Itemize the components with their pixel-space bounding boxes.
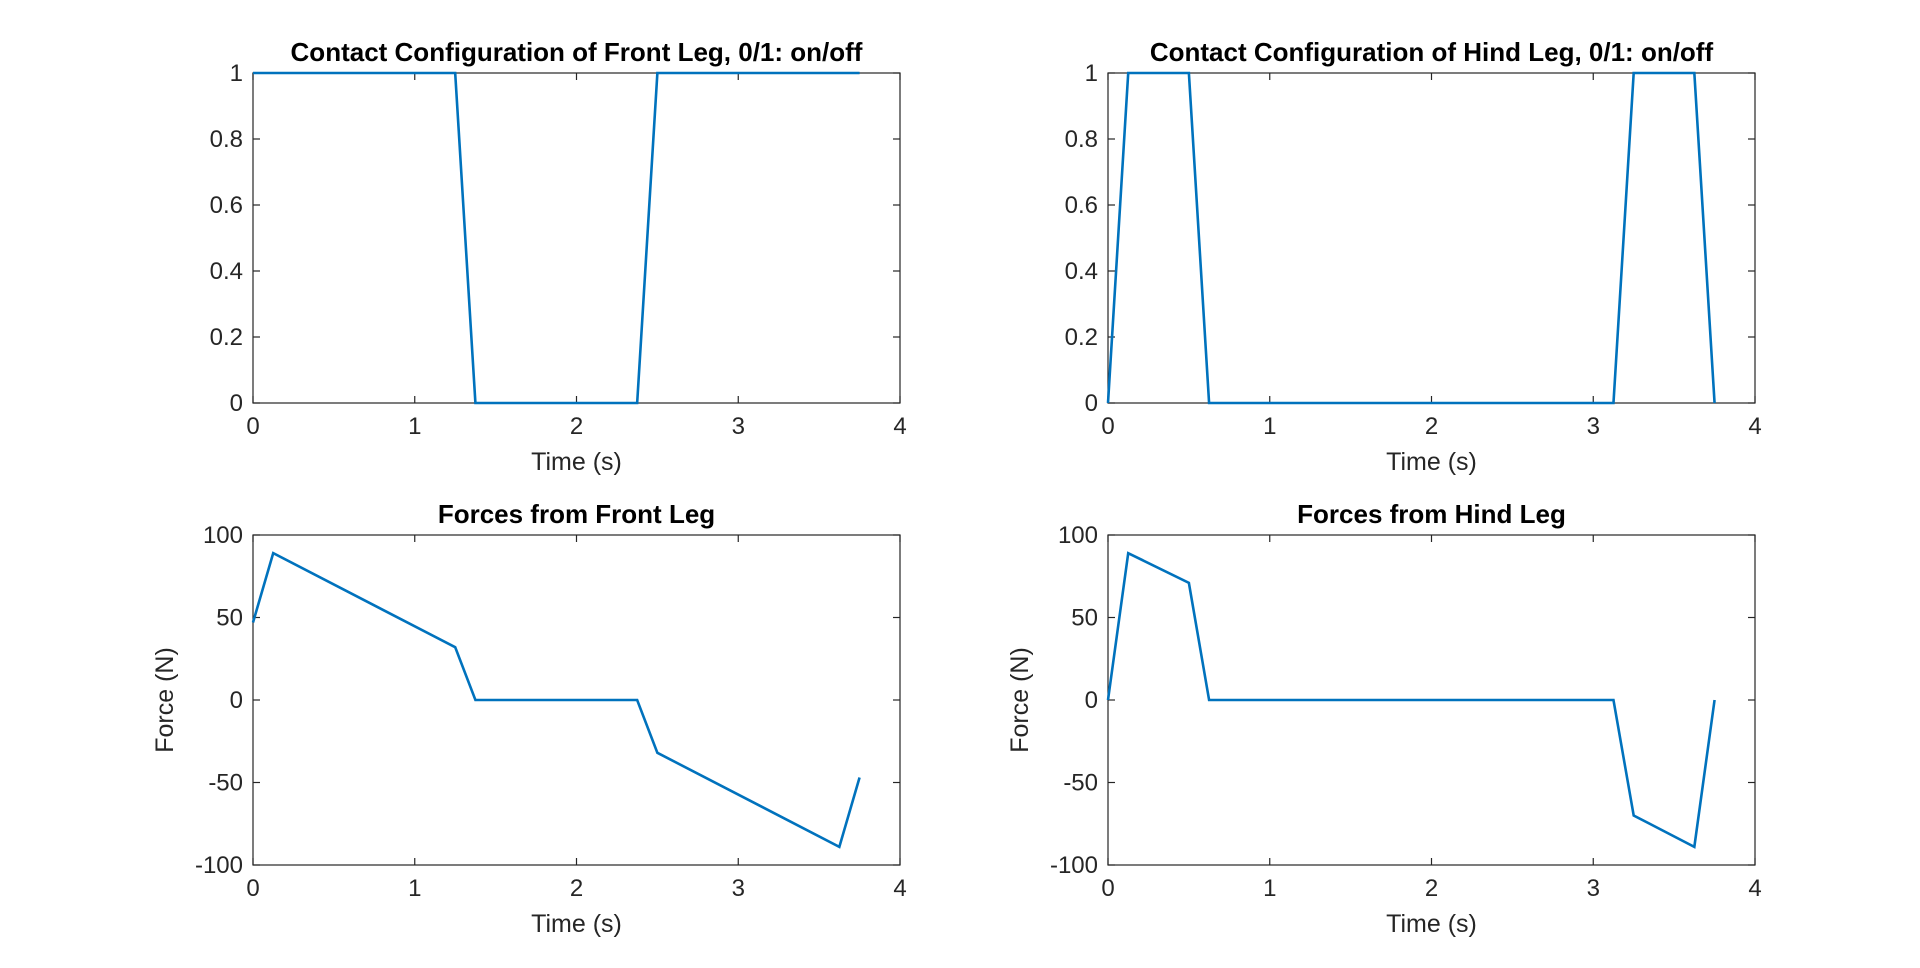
- x-tick-label: 2: [1425, 875, 1438, 902]
- x-tick-label: 3: [732, 413, 745, 440]
- chart-title: Forces from Front Leg: [438, 499, 715, 529]
- chart-title: Forces from Hind Leg: [1297, 499, 1566, 529]
- x-tick-label: 0: [1101, 413, 1114, 440]
- series-line: [1106, 551, 1716, 849]
- y-tick-label: 50: [1071, 605, 1098, 632]
- x-tick-label: 3: [732, 875, 745, 902]
- x-tick-label: 2: [570, 875, 583, 902]
- y-tick-label: -100: [1050, 852, 1098, 879]
- x-tick-label: 4: [893, 413, 906, 440]
- x-tick-label: 4: [1748, 875, 1761, 902]
- front-contact-axes: 0 1 2 3 4 0 0.2 0.4 0.6 0.8 1 Contact Configuration…: [210, 37, 907, 476]
- hind-force-axes: 0 1 2 3 4 -100 -50 0 50 100 Forces from Hind Leg Ti…: [1006, 499, 1762, 938]
- y-axis-label: Force (N): [151, 647, 179, 753]
- x-tick-label: 4: [893, 875, 906, 902]
- y-tick-label: 0.2: [1065, 324, 1098, 351]
- series-line: [1106, 71, 1716, 405]
- y-tick-label: 0: [1085, 390, 1098, 417]
- x-tick-label: 0: [246, 413, 259, 440]
- chart-title: Contact Configuration of Front Leg, 0/1:…: [291, 37, 863, 67]
- y-tick-label: 0.2: [210, 324, 243, 351]
- x-tick-label: 2: [1425, 413, 1438, 440]
- y-axis-label: Force (N): [1006, 647, 1034, 753]
- x-axis-label: Time (s): [531, 448, 622, 476]
- x-tick-label: 1: [1263, 413, 1276, 440]
- x-axis-label: Time (s): [1386, 448, 1477, 476]
- x-tick-label: 0: [246, 875, 259, 902]
- y-tick-label: -100: [195, 852, 243, 879]
- y-tick-label: 100: [1058, 522, 1098, 549]
- y-tick-label: 0.6: [210, 192, 243, 219]
- x-tick-label: 3: [1587, 413, 1600, 440]
- y-tick-label: 0: [230, 687, 243, 714]
- x-tick-label: 0: [1101, 875, 1114, 902]
- x-axis-label: Time (s): [1386, 910, 1477, 938]
- x-tick-label: 3: [1587, 875, 1600, 902]
- y-tick-label: 50: [216, 605, 243, 632]
- axes-box: [252, 72, 901, 404]
- y-tick-label: 100: [203, 522, 243, 549]
- axes-box: [1107, 72, 1756, 404]
- y-tick-label: 0.8: [210, 126, 243, 153]
- y-tick-label: 0.4: [210, 258, 243, 285]
- x-tick-label: 4: [1748, 413, 1761, 440]
- x-tick-label: 1: [1263, 875, 1276, 902]
- x-tick-label: 1: [408, 413, 421, 440]
- y-tick-label: 0.8: [1065, 126, 1098, 153]
- x-tick-label: 1: [408, 875, 421, 902]
- y-tick-label: 0.4: [1065, 258, 1098, 285]
- y-tick-label: 0: [1085, 687, 1098, 714]
- chart-title: Contact Configuration of Hind Leg, 0/1: …: [1150, 37, 1714, 67]
- y-tick-label: -50: [1063, 770, 1098, 797]
- hind-contact-axes: 0 1 2 3 4 0 0.2 0.4 0.6 0.8 1 Contact Configuration…: [1065, 37, 1762, 476]
- y-tick-label: -50: [208, 770, 243, 797]
- y-tick-label: 1: [1085, 60, 1098, 87]
- series-line: [253, 71, 860, 405]
- y-tick-label: 0: [230, 390, 243, 417]
- y-tick-label: 1: [230, 60, 243, 87]
- series-line: [251, 551, 861, 849]
- x-axis-label: Time (s): [531, 910, 622, 938]
- x-tick-label: 2: [570, 413, 583, 440]
- y-tick-label: 0.6: [1065, 192, 1098, 219]
- front-force-axes: 0 1 2 3 4 -100 -50 0 50 100 Forces from Front Leg T…: [151, 499, 907, 938]
